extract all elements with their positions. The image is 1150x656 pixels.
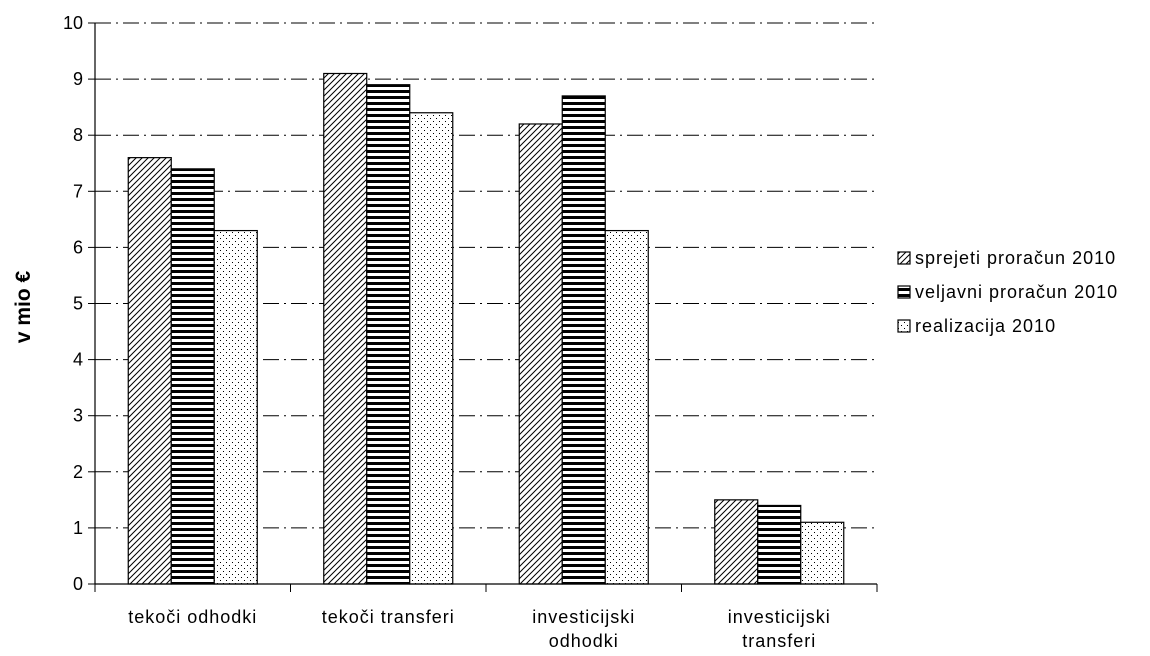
bar-3-2: [409, 112, 454, 585]
y-tick-label: 7: [73, 181, 83, 201]
x-tick-label: tekoči odhodki: [128, 607, 257, 627]
bar-2-1: [170, 168, 215, 585]
x-tick-label: investicijski: [532, 607, 635, 627]
bar-1-1: [127, 157, 172, 585]
bar-2-2: [366, 84, 411, 585]
legend-swatch-2: [897, 285, 911, 299]
legend-label-2: veljavni proračun 2010: [915, 282, 1118, 302]
bar-1-2: [323, 72, 368, 585]
bars: [127, 72, 845, 585]
legend-swatch-3: [897, 319, 911, 333]
y-tick-label: 8: [73, 125, 83, 145]
y-axis-ticks: 0 1 2 3 4 5 6 7 8 9 10: [63, 13, 95, 594]
legend-label-1: sprejeti proračun 2010: [915, 248, 1116, 268]
y-tick-label: 9: [73, 69, 83, 89]
x-tick-label: transferi: [742, 631, 816, 651]
bar-1-3: [518, 123, 563, 585]
y-tick-label: 5: [73, 294, 83, 314]
y-tick-label: 1: [73, 518, 83, 538]
legend: sprejeti proračun 2010 veljavni proračun …: [897, 248, 1118, 336]
x-axis-ticks: tekoči odhodki tekoči transferi investicij…: [94, 584, 878, 651]
bar-3-4: [800, 521, 845, 585]
y-tick-label: 10: [63, 13, 83, 33]
y-tick-label: 3: [73, 406, 83, 426]
x-tick-label: investicijski: [728, 607, 831, 627]
x-tick-label: tekoči transferi: [322, 607, 455, 627]
bar-2-3: [561, 95, 606, 585]
y-tick-label: 6: [73, 237, 83, 257]
bar-2-4: [757, 504, 802, 585]
bar-3-3: [604, 229, 649, 585]
bar-3-1: [213, 229, 258, 585]
bar-1-4: [714, 499, 759, 585]
y-tick-label: 0: [73, 574, 83, 594]
y-tick-label: 2: [73, 462, 83, 482]
legend-swatch-1: [897, 251, 911, 265]
y-tick-label: 4: [73, 350, 83, 370]
y-axis-label: v mio €: [12, 271, 35, 344]
x-tick-label: odhodki: [549, 631, 619, 651]
legend-label-3: realizacija 2010: [915, 316, 1056, 336]
